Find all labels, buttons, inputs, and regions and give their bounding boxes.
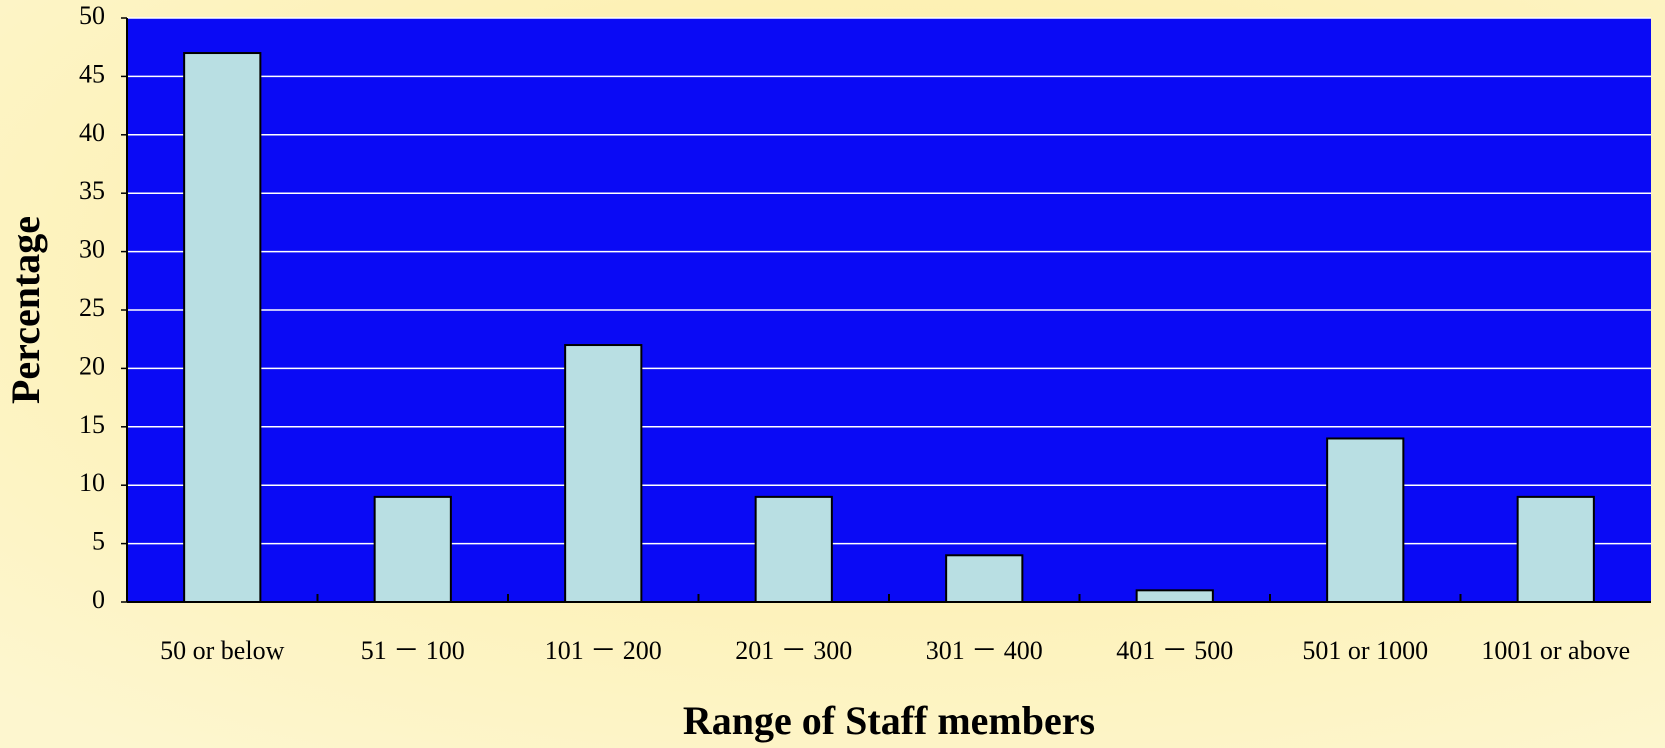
y-tick-label: 5	[92, 527, 105, 556]
bar	[564, 344, 643, 603]
x-tick-label: 201 － 300	[735, 636, 852, 665]
x-tick-label: 401 － 500	[1116, 636, 1233, 665]
bar	[373, 495, 452, 604]
y-tick-label: 10	[79, 468, 105, 497]
y-tick-label: 30	[79, 235, 105, 264]
y-tick-label: 40	[79, 118, 105, 147]
bar	[754, 495, 833, 604]
x-tick-label: 1001 or above	[1481, 636, 1630, 665]
y-axis-title: Percentage	[3, 216, 48, 404]
x-tick-label: 50 or below	[160, 636, 284, 665]
x-tick-label: 301 － 400	[926, 636, 1043, 665]
y-tick-label: 0	[92, 585, 105, 614]
bar	[1135, 589, 1214, 604]
y-tick-label: 25	[79, 293, 105, 322]
x-tick-label: 51 － 100	[361, 636, 465, 665]
y-tick-label: 15	[79, 410, 105, 439]
y-tick-label: 35	[79, 176, 105, 205]
bar	[945, 554, 1024, 604]
bar	[183, 52, 262, 604]
y-tick-label: 50	[79, 1, 105, 30]
x-axis-title: Range of Staff members	[683, 698, 1095, 743]
x-tick-label: 501 or 1000	[1302, 636, 1428, 665]
bar	[1326, 437, 1405, 604]
y-tick-label: 45	[79, 59, 105, 88]
bar	[1516, 495, 1595, 604]
y-tick-label: 20	[79, 351, 105, 380]
x-tick-label: 101 － 200	[545, 636, 662, 665]
